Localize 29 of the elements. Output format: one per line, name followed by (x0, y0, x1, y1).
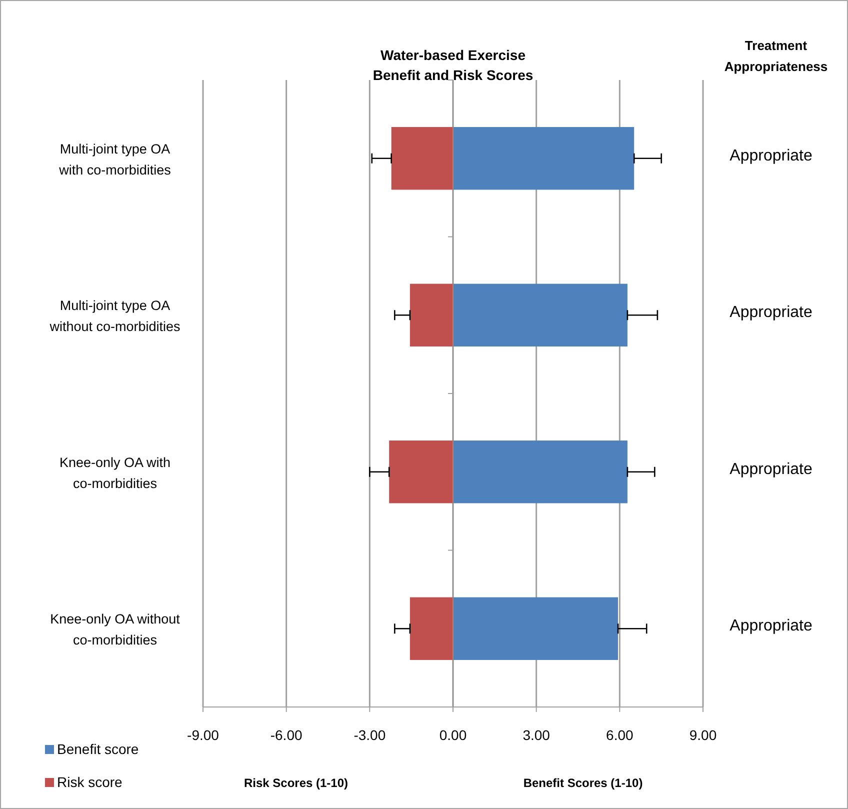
text: Appropriate (730, 618, 812, 635)
y-tick-label: Knee-only OA with co-morbidities (59, 454, 171, 491)
bar (453, 127, 634, 190)
bar (391, 127, 453, 190)
y-tick-label: Multi-joint type OA without co-morbidities (48, 298, 181, 334)
text: Treatment Appropriateness (724, 38, 828, 74)
text: Appropriate (730, 460, 812, 478)
x-tick-label: 6.00 (606, 727, 634, 743)
x-tick-label: -3.00 (354, 727, 386, 743)
bar (453, 597, 618, 660)
x-tick-label: -9.00 (187, 727, 220, 743)
y-tick-label: Multi-joint type OA with co-morbidities (58, 141, 172, 178)
bar (453, 284, 628, 346)
text: Benefit Scores (1-10) (523, 776, 643, 790)
legend-label: Risk score (57, 774, 123, 790)
bar (453, 440, 628, 504)
x-tick-label: 0.00 (439, 727, 467, 743)
legend-label: Benefit score (57, 741, 139, 757)
x-tick-label: 9.00 (689, 727, 717, 743)
x-tick-label: 3.00 (522, 727, 550, 743)
bar (389, 440, 453, 504)
text: Risk Scores (1-10) (244, 776, 348, 790)
chart-title: Water-based Exercise Benefit and Risk Scores (372, 47, 534, 83)
x-tick-label: -6.00 (270, 727, 302, 743)
text: Appropriate (730, 304, 812, 322)
y-tick-label: Knee-only OA without co-morbidities (50, 612, 180, 648)
bar (410, 597, 453, 660)
text: Appropriate (730, 147, 812, 164)
bar (410, 284, 453, 346)
